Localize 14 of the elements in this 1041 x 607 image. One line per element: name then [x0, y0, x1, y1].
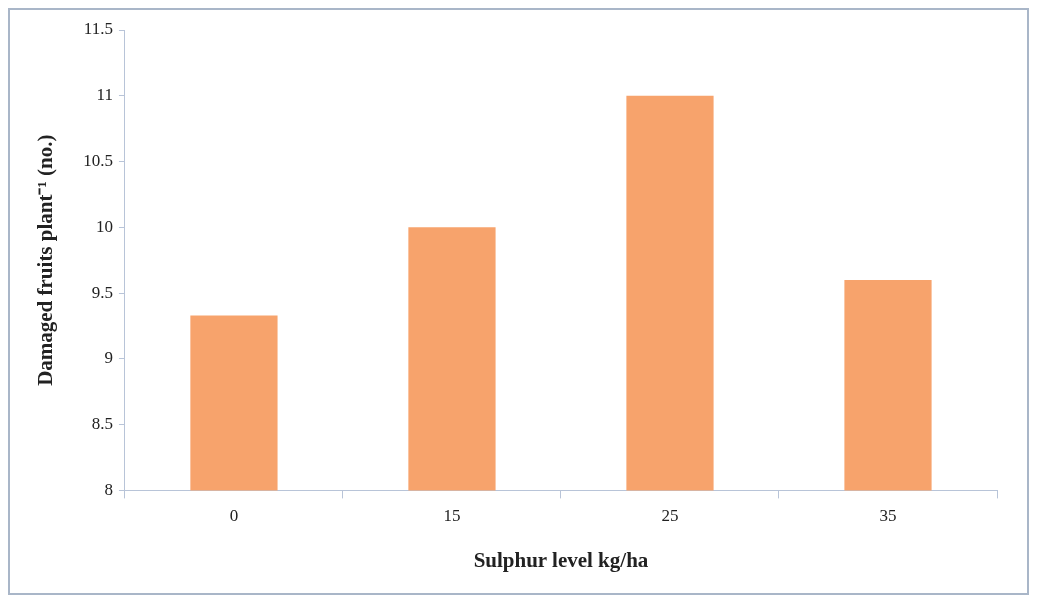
y-axis-title: Damaged fruits plant⁻¹ (no.): [33, 134, 58, 386]
y-tick-label: 11.5: [83, 19, 113, 39]
x-tick-label: 0: [229, 506, 239, 526]
x-axis-title: Sulphur level kg/ha: [473, 547, 649, 572]
y-tick-label: 10.5: [83, 151, 113, 171]
y-tick-label: 8.5: [91, 414, 113, 434]
y-tick-label: 11: [96, 85, 113, 105]
x-tick-label: 15: [443, 506, 461, 526]
y-tick-label: 8: [104, 479, 113, 499]
y-tick-label: 9.5: [91, 282, 113, 302]
y-tick-label: 10: [95, 216, 113, 236]
x-tick-label: 25: [661, 506, 679, 526]
x-tick-label: 35: [879, 506, 897, 526]
y-tick-label: 9: [104, 348, 113, 368]
